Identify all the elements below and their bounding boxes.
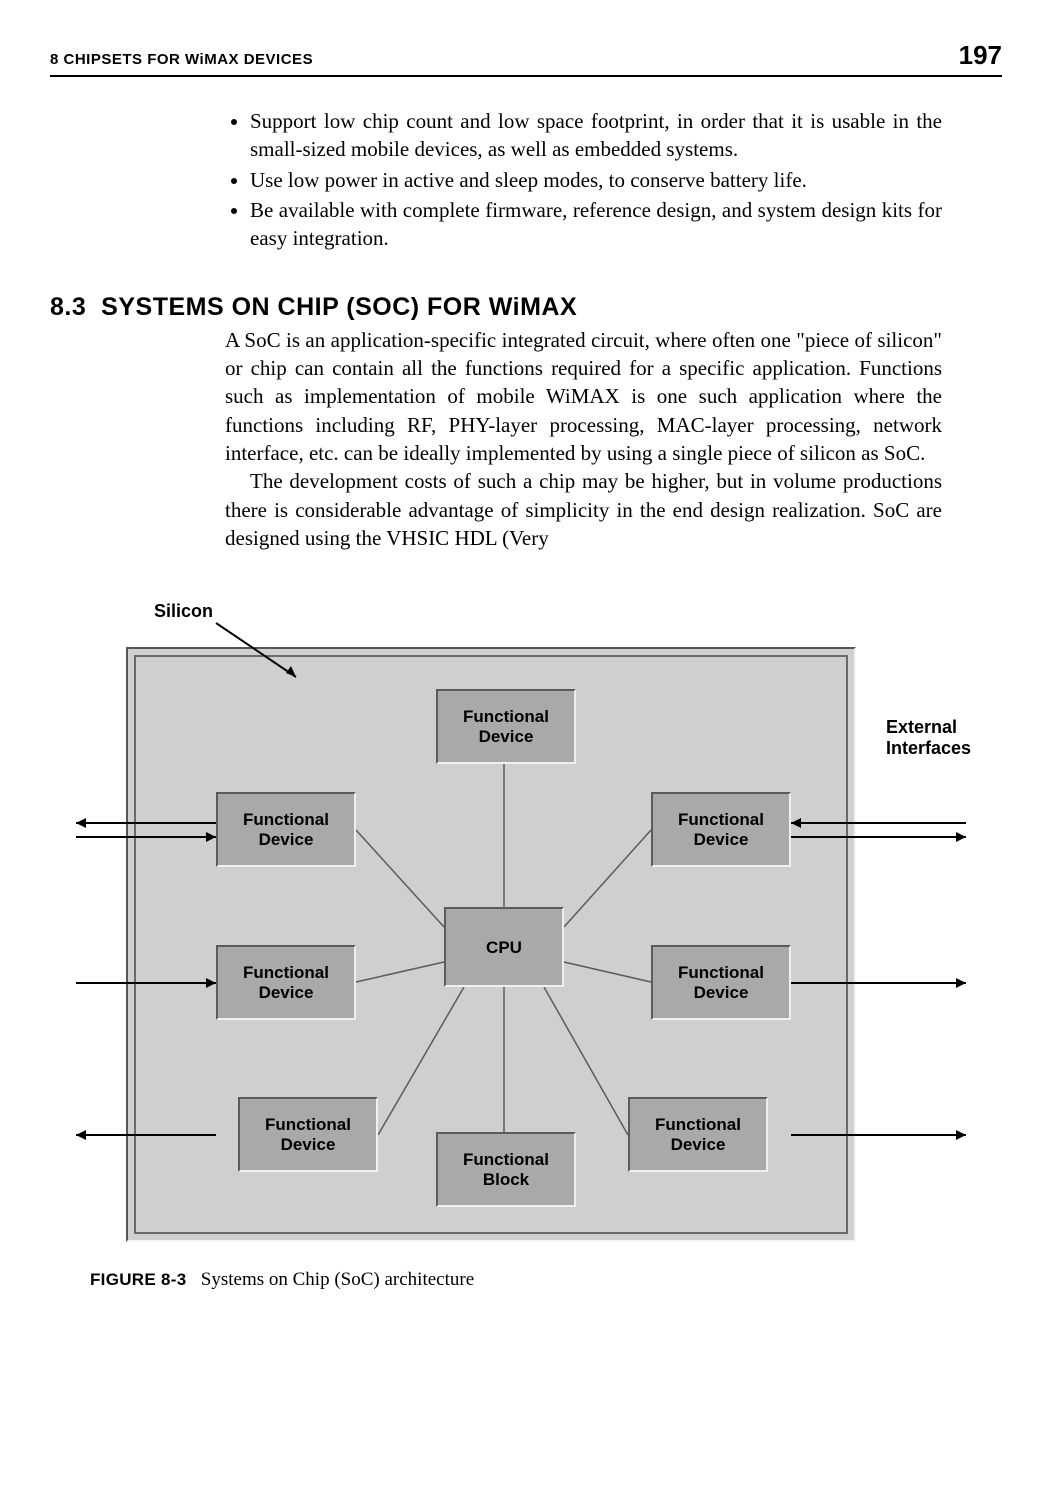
body-paragraph: The development costs of such a chip may…: [225, 467, 942, 552]
bullet-item: Support low chip count and low space foo…: [250, 107, 942, 164]
section-number: 8.3: [50, 293, 86, 321]
section-title: SYSTEMS ON CHIP (SOC) FOR WiMAX: [101, 293, 577, 321]
running-head: 8 CHIPSETS FOR WiMAX DEVICES: [50, 51, 313, 68]
body-paragraph: A SoC is an application-specific integra…: [225, 326, 942, 468]
external-interfaces-label: External Interfaces: [886, 717, 971, 758]
figure-caption-text: Systems on Chip (SoC) architecture: [201, 1269, 474, 1290]
functional-device-node: Functional Device: [651, 945, 791, 1020]
figure-label: FIGURE 8-3: [90, 1270, 187, 1289]
functional-device-node: Functional Device: [628, 1097, 768, 1172]
soc-diagram: Silicon External Interfaces CPUFunctiona…: [66, 607, 986, 1257]
functional-device-node: Functional Device: [238, 1097, 378, 1172]
page-number: 197: [959, 40, 1002, 71]
functional-device-node: Functional Device: [436, 689, 576, 764]
silicon-label: Silicon: [154, 601, 213, 622]
figure-caption: FIGURE 8-3 Systems on Chip (SoC) archite…: [90, 1269, 1002, 1291]
functional-block-node: Functional Block: [436, 1132, 576, 1207]
bullet-list: Support low chip count and low space foo…: [225, 107, 942, 253]
functional-device-node: Functional Device: [651, 792, 791, 867]
figure: Silicon External Interfaces CPUFunctiona…: [50, 607, 1002, 1291]
page-header: 8 CHIPSETS FOR WiMAX DEVICES 197: [50, 40, 1002, 77]
bullet-item: Use low power in active and sleep modes,…: [250, 166, 942, 194]
section-heading: 8.3 SYSTEMS ON CHIP (SOC) FOR WiMAX: [50, 293, 1002, 322]
bullet-item: Be available with complete firmware, ref…: [250, 196, 942, 253]
functional-device-node: Functional Device: [216, 945, 356, 1020]
functional-device-node: Functional Device: [216, 792, 356, 867]
cpu-node: CPU: [444, 907, 564, 987]
